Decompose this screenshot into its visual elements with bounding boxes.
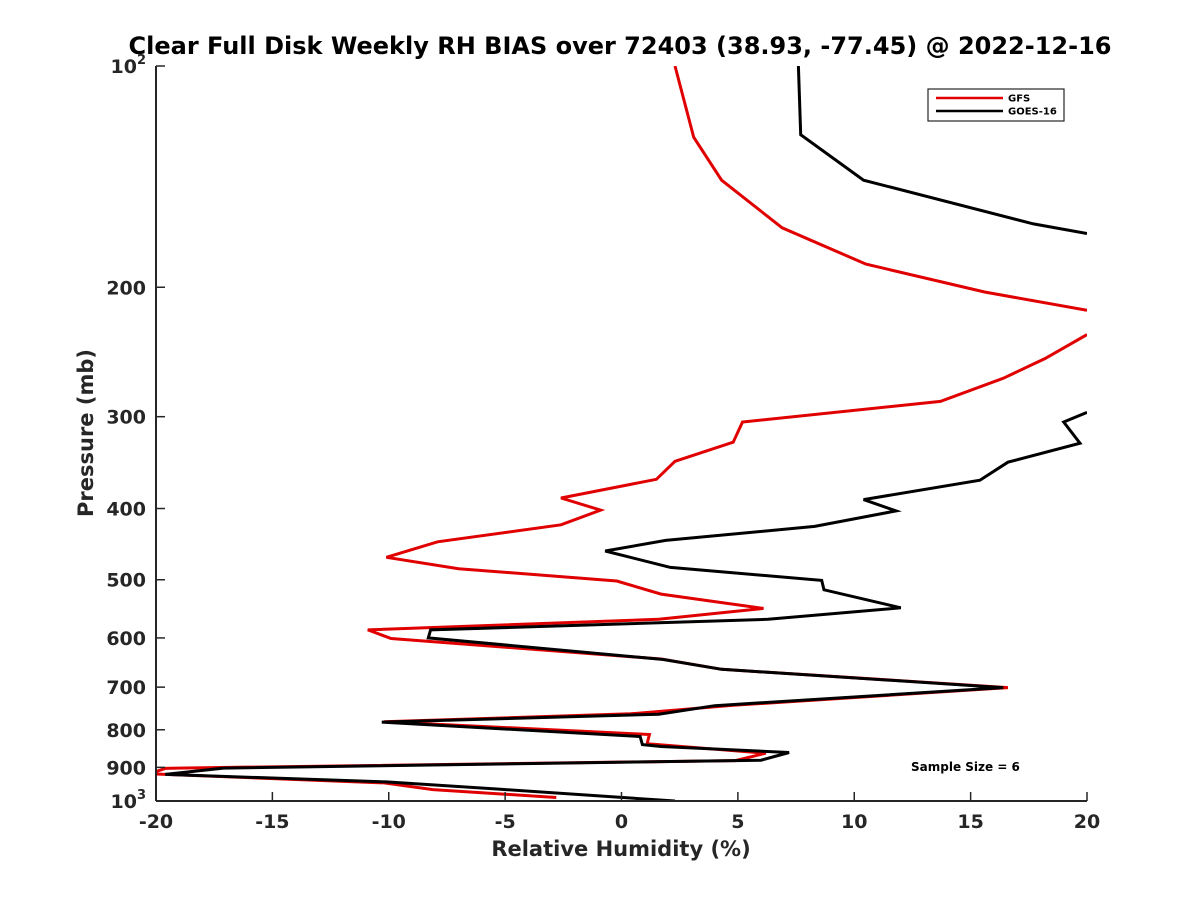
y-tick-label: 500 [106,570,146,592]
y-tick-label: 600 [106,628,146,650]
x-tick-label: -10 [372,811,406,833]
series-line-gfs [156,66,1087,799]
x-tick-label: 5 [731,811,744,833]
x-tick-label: -20 [139,811,173,833]
series-line-goes-16 [165,66,1087,801]
y-tick-label: 300 [106,407,146,429]
sample-size-annotation: Sample Size = 6 [911,760,1020,774]
series-layer [156,66,1087,801]
x-tick-label: -15 [255,811,289,833]
y-tick-label: 900 [106,757,146,779]
x-tick-label: 20 [1074,811,1100,833]
y-limit-label: 102 [111,53,147,78]
y-tick-label: 800 [106,720,146,742]
legend: GFS GOES-16 [927,88,1065,122]
y-limit-label: 103 [111,788,147,813]
y-ticks: 200 300 400 500 600 700 800 900 102 103 [106,53,165,813]
y-axis-label: Pressure (mb) [74,349,98,517]
y-tick-label: 200 [106,277,146,299]
x-tick-label: -5 [495,811,516,833]
chart-title: Clear Full Disk Weekly RH BIAS over 7240… [129,32,1112,60]
x-tick-label: 0 [615,811,628,833]
y-tick-label: 700 [106,677,146,699]
legend-box [927,88,1065,122]
legend-label-gfs: GFS [1008,94,1030,105]
legend-label-goes16: GOES-16 [1008,107,1057,118]
x-tick-label: 10 [841,811,867,833]
y-tick-label: 400 [106,499,146,521]
x-axis-label: Relative Humidity (%) [491,837,750,861]
x-tick-label: 15 [957,811,983,833]
x-ticks: -20 -15 -10 -5 0 5 10 15 20 [139,792,1100,833]
